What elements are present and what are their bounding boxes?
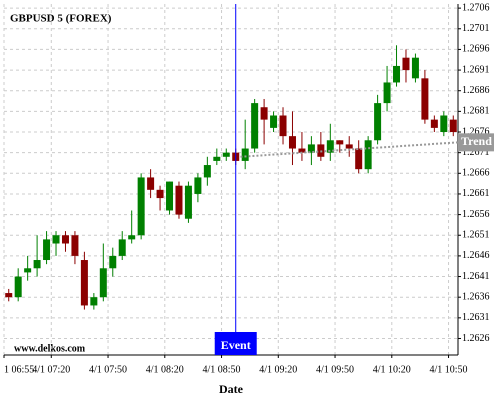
y-tick-label: 1.2706 bbox=[462, 2, 490, 13]
candle-body bbox=[71, 235, 79, 256]
y-tick-label: 1.2666 bbox=[462, 168, 490, 179]
y-tick-label: 1.2686 bbox=[462, 85, 490, 96]
event-label: Event bbox=[221, 338, 251, 352]
candle-body bbox=[52, 235, 60, 244]
y-tick-label: 1.2651 bbox=[462, 230, 490, 241]
candle-body bbox=[222, 152, 230, 157]
y-tick-label: 1.2691 bbox=[462, 64, 490, 75]
candle-body bbox=[411, 57, 419, 79]
candle-body bbox=[147, 177, 155, 190]
x-tick-label: 4/1 09:20 bbox=[259, 364, 297, 375]
x-tick-label: 4/1 07:50 bbox=[89, 364, 127, 375]
candle-body bbox=[421, 78, 429, 120]
chart-title: GBPUSD 5 (FOREX) bbox=[10, 13, 112, 25]
candle-body bbox=[184, 185, 192, 219]
candle-body bbox=[128, 235, 136, 240]
candle-body bbox=[288, 136, 296, 149]
candle-body bbox=[326, 140, 334, 153]
y-tick-label: 1.2646 bbox=[462, 250, 490, 261]
x-tick-label: 4/1 08:50 bbox=[203, 364, 241, 375]
y-tick-label: 1.2641 bbox=[462, 271, 490, 282]
trend-label: Trend bbox=[461, 134, 492, 148]
y-tick-label: 1.2681 bbox=[462, 106, 490, 117]
x-axis-label: Date bbox=[219, 382, 244, 396]
candle-body bbox=[270, 115, 278, 128]
candle-body bbox=[80, 260, 88, 306]
candle-body bbox=[166, 181, 174, 211]
candle-body bbox=[402, 57, 410, 71]
x-tick-label: 1 06:55 bbox=[4, 364, 34, 375]
x-tick-label: 4/1 10:50 bbox=[430, 364, 468, 375]
candle-body bbox=[5, 293, 13, 298]
candle-body bbox=[213, 156, 221, 161]
candle-body bbox=[307, 144, 315, 153]
candle-body bbox=[33, 260, 41, 269]
candle-body bbox=[43, 239, 51, 261]
candle-body bbox=[175, 185, 183, 215]
trend-line bbox=[240, 141, 459, 158]
candle-body bbox=[430, 119, 438, 128]
candle-body bbox=[156, 189, 164, 199]
y-tick-label: 1.2656 bbox=[462, 209, 490, 220]
x-tick-label: 4/1 08:20 bbox=[146, 364, 184, 375]
y-tick-label: 1.2636 bbox=[462, 291, 490, 302]
trend-box bbox=[458, 133, 494, 152]
y-tick-label: 1.2701 bbox=[462, 23, 490, 34]
x-tick-label: 4/1 07:20 bbox=[32, 364, 70, 375]
candle-body bbox=[383, 82, 391, 104]
candle-body bbox=[260, 107, 268, 120]
candle-body bbox=[118, 239, 126, 256]
candle-body bbox=[449, 119, 457, 133]
candle-body bbox=[99, 268, 107, 298]
candle-body bbox=[364, 140, 372, 170]
y-tick-label: 1.2696 bbox=[462, 44, 490, 55]
candle-body bbox=[279, 115, 287, 137]
candle-body bbox=[241, 148, 249, 161]
y-tick-label: 1.2676 bbox=[462, 126, 490, 137]
candle-body bbox=[355, 148, 363, 170]
candle-body bbox=[298, 148, 306, 153]
y-tick-label: 1.2631 bbox=[462, 312, 490, 323]
candle-body bbox=[109, 255, 117, 269]
candle-body bbox=[393, 65, 401, 83]
candle-body bbox=[251, 103, 259, 149]
x-tick-label: 4/1 09:50 bbox=[316, 364, 354, 375]
candle-body bbox=[61, 235, 69, 244]
candle-body bbox=[194, 177, 202, 194]
candle-body bbox=[137, 177, 145, 236]
candle-body bbox=[345, 144, 353, 149]
candle-body bbox=[440, 115, 448, 133]
candle-body bbox=[336, 140, 344, 145]
candle-body bbox=[203, 165, 211, 178]
y-tick-label: 1.2661 bbox=[462, 188, 490, 199]
candle-body bbox=[374, 103, 382, 141]
candle-body bbox=[24, 268, 32, 273]
candle-body bbox=[14, 276, 22, 298]
y-tick-label: 1.2671 bbox=[462, 147, 490, 158]
y-tick-label: 1.2626 bbox=[462, 333, 490, 344]
x-tick-label: 4/1 10:20 bbox=[373, 364, 411, 375]
watermark: www.delkos.com bbox=[14, 343, 86, 354]
event-box bbox=[214, 332, 257, 355]
candle-body bbox=[90, 297, 98, 306]
